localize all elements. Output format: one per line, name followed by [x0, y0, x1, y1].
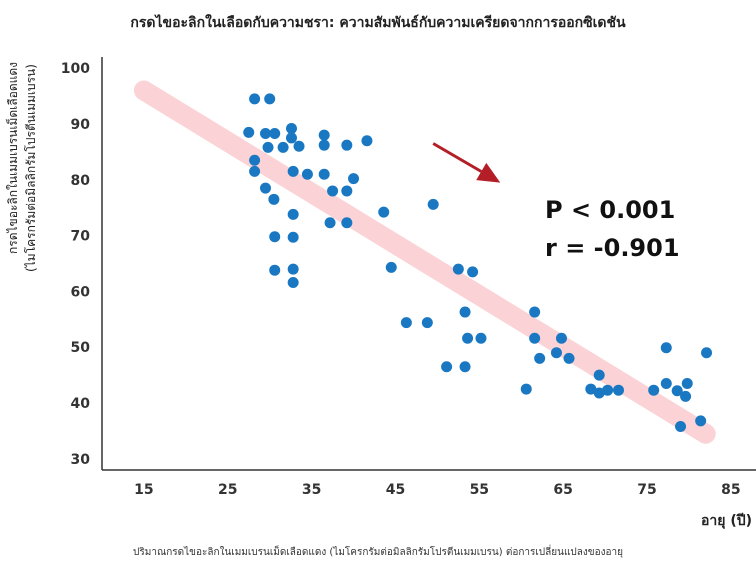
r-value-annotation: r = -0.901 [545, 234, 680, 262]
data-point [301, 168, 313, 180]
data-point [585, 383, 597, 395]
data-point [249, 93, 261, 105]
data-point [550, 347, 562, 359]
y-ticks: 30 40 50 60 70 80 90 100 [61, 61, 90, 468]
data-point [341, 139, 353, 151]
data-point [341, 185, 353, 197]
data-point [262, 141, 274, 153]
x-axis-title: อายุ (ปี) [701, 513, 752, 529]
data-point [260, 182, 271, 194]
data-point [264, 93, 276, 105]
data-point [701, 347, 713, 359]
x-tick-label: 15 [134, 482, 153, 498]
data-point [427, 198, 439, 210]
data-point [269, 264, 281, 276]
data-points [243, 93, 713, 432]
x-ticks: 15 25 35 45 55 65 75 85 [134, 482, 740, 498]
data-point [660, 377, 672, 389]
y-tick-label: 30 [71, 452, 91, 468]
y-tick-label: 50 [71, 340, 91, 356]
data-point [385, 261, 397, 273]
data-point [593, 387, 605, 399]
p-value-annotation: P < 0.001 [545, 196, 675, 224]
data-point [324, 217, 336, 229]
data-point [287, 231, 299, 243]
y-tick-label: 70 [71, 229, 91, 245]
x-tick-label: 85 [721, 482, 740, 498]
data-point [249, 165, 261, 177]
trend-arrow-shaft [432, 142, 483, 173]
data-point [529, 306, 541, 318]
chart-caption: ปริมาณกรดไขอะลิกในเมมเบรนเม็ดเลือดแดง (ไ… [133, 547, 623, 558]
y-tick-label: 40 [71, 396, 91, 412]
data-point [318, 129, 330, 141]
data-point [318, 168, 330, 180]
data-point [452, 263, 464, 275]
data-point [612, 384, 624, 396]
y-axis-title-line2: (ไมโครกรัมต่อมิลลิกรัมโปรตีนเมมเบรน) [24, 64, 38, 272]
data-point [529, 332, 541, 344]
data-point [459, 306, 471, 318]
y-tick-label: 100 [61, 61, 90, 77]
x-tick-label: 75 [637, 482, 656, 498]
data-point [459, 361, 471, 373]
data-point [467, 266, 479, 278]
data-point [462, 332, 474, 344]
data-point [475, 332, 487, 344]
data-point [285, 132, 297, 144]
trend-line [133, 80, 716, 444]
data-point [249, 154, 261, 166]
data-point [534, 352, 546, 364]
data-point [260, 127, 271, 139]
trend-arrow-head [476, 162, 501, 183]
data-point [269, 231, 281, 243]
data-point [400, 317, 412, 329]
y-tick-label: 90 [71, 117, 91, 133]
data-point [361, 135, 373, 147]
x-tick-label: 55 [470, 482, 489, 498]
data-point [268, 193, 280, 205]
data-point [378, 206, 390, 218]
data-point [277, 141, 289, 153]
x-tick-label: 65 [553, 482, 572, 498]
x-tick-label: 45 [386, 482, 405, 498]
data-point [695, 415, 707, 427]
data-point [293, 140, 305, 152]
data-point [520, 383, 532, 395]
data-point [348, 173, 360, 185]
data-point [318, 139, 330, 151]
data-point [243, 126, 255, 138]
data-point [269, 127, 281, 139]
y-axis-title-line1: กรดไขอะลิกในเมมเบรนเม็ดเลือดแดง [5, 62, 20, 254]
data-point [287, 263, 299, 275]
data-point [421, 317, 433, 329]
data-point [287, 165, 299, 177]
data-point [660, 342, 672, 354]
x-tick-label: 35 [302, 482, 321, 498]
chart-title: กรดไขอะลิกในเลือดกับความชรา: ความสัมพันธ… [130, 15, 626, 31]
data-point [287, 208, 299, 220]
data-point [287, 276, 299, 288]
data-point [563, 352, 575, 364]
data-point [555, 332, 567, 344]
data-point [648, 384, 660, 396]
data-point [441, 361, 453, 373]
data-point [671, 385, 683, 397]
data-point [341, 217, 353, 229]
data-point [327, 185, 339, 197]
y-tick-label: 60 [71, 284, 91, 300]
data-point [285, 122, 297, 134]
data-point [681, 377, 693, 389]
data-point [593, 369, 605, 381]
data-point [675, 420, 687, 432]
y-tick-label: 80 [71, 173, 91, 189]
data-point [680, 390, 692, 402]
data-point [602, 384, 614, 396]
x-tick-label: 25 [218, 482, 237, 498]
